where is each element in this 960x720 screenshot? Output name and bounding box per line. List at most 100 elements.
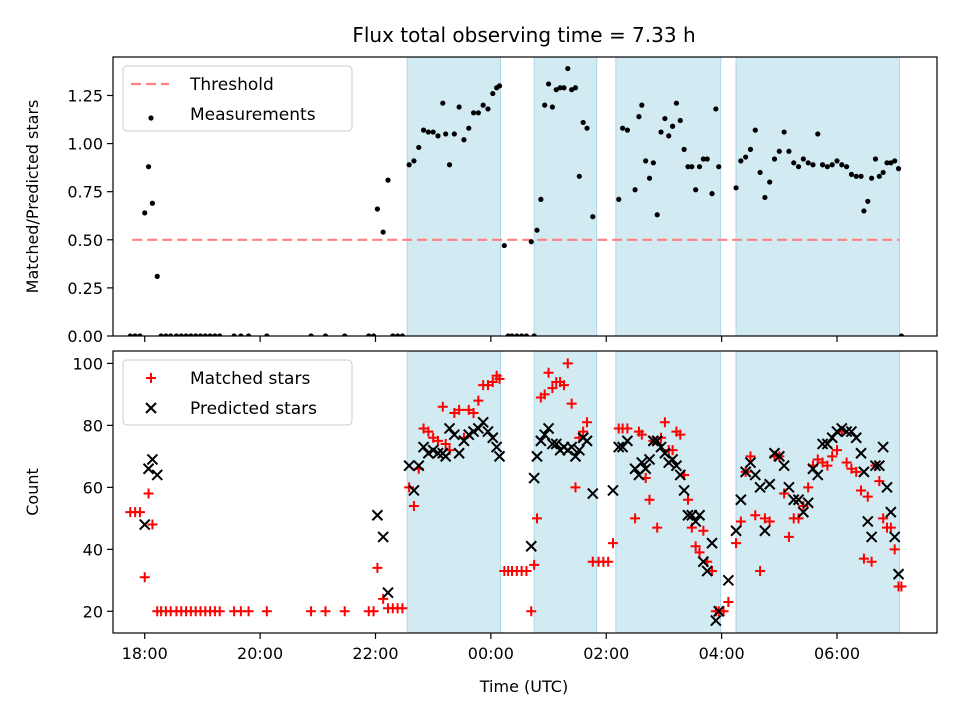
measurement-point (475, 110, 481, 116)
predicted-star-point (490, 441, 503, 453)
y-tick-label: 0.50 (67, 231, 103, 250)
matched-star-point (139, 572, 150, 583)
x-tick-label: 02:00 (583, 644, 629, 663)
measurement-point (771, 156, 778, 162)
legend-predicted-swatch (145, 402, 157, 414)
predicted-star-point (448, 428, 461, 441)
measurement-point (154, 273, 160, 279)
matched-star-point (261, 606, 272, 617)
measurement-point (677, 117, 683, 124)
measurement-point (490, 90, 496, 97)
predicted-star-point (636, 456, 648, 469)
axes-frame (112, 56, 938, 337)
predicted-star-point (371, 509, 384, 521)
matched-star-point (755, 566, 766, 577)
measurement-point (619, 125, 626, 131)
shaded-interval (615, 351, 722, 633)
matched-star-point (578, 426, 589, 437)
predicted-star-point (666, 453, 679, 466)
matched-star-point (862, 491, 873, 502)
matched-star-point (731, 538, 742, 549)
matched-star-point (487, 376, 498, 387)
measurement-point (137, 333, 143, 336)
predicted-star-point (565, 441, 578, 453)
matched-star-point (547, 383, 558, 394)
measurement-point (496, 83, 503, 89)
measurement-point (632, 187, 638, 193)
y-tick-label: 20 (83, 602, 103, 621)
matched-star-point (851, 466, 862, 477)
x-tick-label: 18:00 (122, 644, 168, 663)
matched-star-point (783, 531, 794, 542)
predicted-star-point (528, 472, 540, 484)
measurement-point (183, 333, 189, 336)
measurement-point (197, 333, 204, 336)
measurement-point (590, 214, 596, 220)
y-axis-label: Count (23, 468, 42, 516)
matched-star-point (659, 417, 670, 428)
measurement-point (406, 162, 412, 168)
measurement-point (650, 160, 656, 166)
measurement-point (542, 102, 548, 108)
measurement-point (872, 156, 879, 162)
x-tick-label: 06:00 (814, 644, 860, 663)
predicted-star-point (493, 450, 506, 463)
predicted-star-point (739, 466, 752, 478)
predicted-star-point (850, 432, 862, 444)
predicted-star-point (535, 435, 547, 447)
measurement-point (380, 229, 386, 235)
count-panel: 20 40 60 80 100 18:00 20:00 22:00 00:00 02:00 04:0… (23, 350, 938, 663)
predicted-star-point (783, 481, 795, 494)
measurement-point (420, 127, 427, 133)
matched-star-point (147, 519, 158, 530)
measurement-point (231, 333, 237, 336)
measurement-point (747, 146, 754, 152)
matched-star-point (874, 476, 885, 487)
predicted-star-point (550, 438, 562, 450)
measurement-point (308, 333, 314, 336)
predicted-star-point (659, 447, 671, 459)
predicted-star-point (888, 531, 901, 543)
matched-star-point (404, 482, 415, 493)
predicted-star-point (539, 428, 551, 441)
measurement-point (815, 131, 821, 137)
plot-area (127, 57, 905, 336)
measurement-point (762, 194, 768, 201)
measurement-point (685, 164, 691, 170)
measurement-point (514, 333, 520, 336)
predicted-star-point (682, 509, 694, 521)
measurement-point (752, 127, 758, 133)
measurement-point (880, 169, 886, 176)
measurement-point (374, 206, 381, 212)
measurement-point (861, 208, 867, 214)
shaded-interval (533, 351, 598, 633)
measurement-point (264, 333, 270, 336)
legend-matched-swatch (146, 373, 156, 383)
matched-star-point (630, 513, 641, 524)
predicted-star-point (855, 447, 867, 459)
legend-measurement-swatch (148, 115, 154, 121)
predicted-star-point (873, 459, 886, 472)
measurement-point (435, 133, 441, 139)
measurement-point (149, 200, 156, 206)
measurement-point (545, 81, 552, 87)
matched-star-point (841, 457, 852, 468)
matched-star-point (494, 373, 505, 384)
measurement-point (658, 129, 664, 135)
predicted-star-point (713, 605, 725, 618)
predicted-star-point (655, 441, 667, 453)
measurement-point (217, 333, 223, 336)
predicted-star-point (377, 531, 389, 543)
x-tick-label: 22:00 (352, 644, 398, 663)
measurement-point (370, 333, 377, 336)
matched-star-point (521, 566, 532, 577)
matched-star-point (636, 429, 647, 440)
predicted-star-point (651, 435, 663, 447)
predicted-star-point (763, 478, 776, 490)
matched-star-point (532, 513, 543, 524)
matched-star-point (454, 404, 465, 415)
predicted-star-point (885, 506, 897, 518)
measurement-point (466, 125, 472, 131)
matched-star-point (735, 516, 746, 527)
measurement-point (786, 148, 792, 154)
